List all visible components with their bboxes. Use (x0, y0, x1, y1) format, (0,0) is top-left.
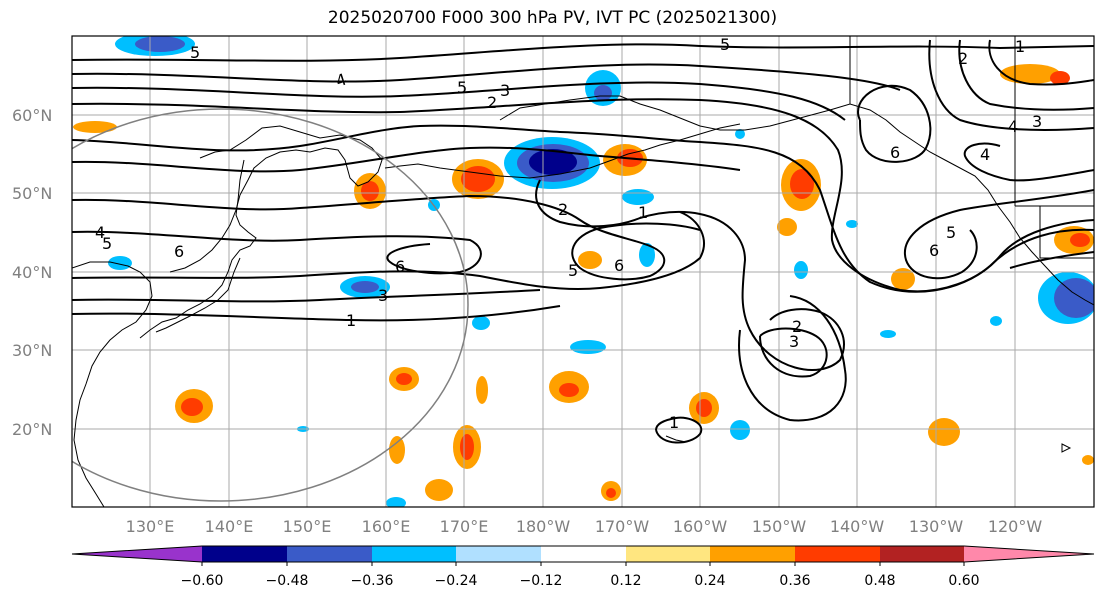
contour-label: 2 (558, 200, 568, 219)
contour-label: 3 (1032, 112, 1042, 131)
contour-label: 4 (95, 223, 105, 242)
contour-label: 3 (789, 332, 799, 351)
contour-label: 6 (174, 242, 184, 261)
colorbar-tick-label: −0.60 (181, 573, 224, 589)
pv-contours (72, 39, 1094, 444)
gridlines (72, 36, 1094, 507)
contour-label: 4 (980, 145, 990, 164)
contour-label: 5 (457, 78, 467, 97)
lon-label: 160°W (673, 517, 728, 536)
colorbar-cell (287, 546, 372, 562)
lon-label: 130°E (126, 517, 175, 536)
lon-label: 150°W (752, 517, 807, 536)
contour-label: 2 (487, 93, 497, 112)
longitude-labels: 130°E 140°E 150°E 160°E 170°E 180°W 170°… (126, 517, 1043, 536)
lon-label: 140°W (830, 517, 885, 536)
lat-label: 50°N (12, 184, 52, 203)
contour-label: 2 (792, 317, 802, 336)
colorbar-cell (626, 546, 710, 562)
colorbar-tick-label: 0.24 (694, 573, 725, 589)
lon-label: 120°W (988, 517, 1043, 536)
contour-label: 6 (395, 257, 405, 276)
contour-label: 5 (568, 261, 578, 280)
lon-label: 180°W (516, 517, 571, 536)
lat-label: 30°N (12, 341, 52, 360)
lat-label: 40°N (12, 263, 52, 282)
colorbar-tick-label: −0.36 (351, 573, 394, 589)
contour-label: 5 (720, 35, 730, 54)
colorbar-cell (795, 546, 880, 562)
contour-label: 5 (190, 43, 200, 62)
colorbar-tick-label: 0.60 (948, 573, 979, 589)
colorbar-cell (202, 546, 287, 562)
contour-label: 3 (500, 81, 510, 100)
lon-label: 150°E (283, 517, 332, 536)
contour-label: 1 (1015, 37, 1025, 56)
colorbar-cell (372, 546, 456, 562)
lon-label: 160°E (362, 517, 411, 536)
colorbar: −0.60 −0.48 −0.36 −0.24 −0.12 0.12 0.24 … (71, 545, 1095, 589)
contour-label: 2 (958, 49, 968, 68)
contour-label: 5 (102, 234, 112, 253)
lon-label: 140°E (205, 517, 254, 536)
latitude-labels: 60°N 50°N 40°N 30°N 20°N (12, 106, 52, 439)
lon-label: 170°E (440, 517, 489, 536)
negative-anomaly-shading (108, 36, 1094, 507)
colorbar-tick-label: 0.12 (610, 573, 641, 589)
colorbar-tick-label: 0.48 (864, 573, 895, 589)
colorbar-cell (880, 546, 964, 562)
contour-label: 1 (346, 311, 356, 330)
contour-label: 6 (929, 241, 939, 260)
colorbar-cell (72, 546, 202, 562)
map-title: 2025020700 F000 300 hPa PV, IVT PC (2025… (327, 8, 778, 28)
colorbar-cell (541, 546, 626, 562)
contour-label: 3 (378, 286, 388, 305)
contour-label: 1 (638, 203, 648, 222)
reference-circle (72, 108, 469, 502)
contour-label: 6 (890, 143, 900, 162)
contour-label: 6 (614, 256, 624, 275)
colorbar-tick-label: −0.48 (266, 573, 309, 589)
contour-label: 1 (669, 413, 679, 432)
map-border (71, 35, 1095, 508)
colorbar-cell (710, 546, 795, 562)
colorbar-cell (456, 546, 541, 562)
lat-label: 60°N (12, 106, 52, 125)
colorbar-tick-label: −0.12 (520, 573, 563, 589)
colorbar-cell (964, 546, 1094, 562)
contour-label: 5 (946, 223, 956, 242)
lon-label: 170°W (595, 517, 650, 536)
colorbar-tick-label: 0.36 (779, 573, 810, 589)
lat-label: 20°N (12, 420, 52, 439)
lon-label: 130°W (909, 517, 964, 536)
colorbar-tick-label: −0.24 (435, 573, 478, 589)
contour-label: 4 (1008, 117, 1018, 136)
